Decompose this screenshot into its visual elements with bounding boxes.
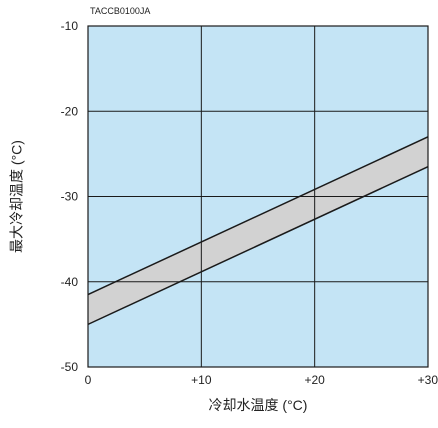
lower-bound-line [87,165,429,326]
x-tick-label: +20 [304,373,325,387]
temperature-band [88,136,428,325]
x-tick-label: 0 [85,373,92,387]
x-tick-label: +30 [418,373,438,387]
y-tick-label: -30 [61,190,79,204]
grid-lines [88,26,428,367]
x-tick-labels: 0 +10 +20 +30 [85,373,438,387]
y-tick-label: -10 [61,19,79,33]
y-tick-label: -20 [61,104,79,118]
y-tick-label: -40 [61,275,79,289]
y-axis-label: 最大冷却温度 (°C) [9,140,25,253]
y-tick-labels: -10 -20 -30 -40 -50 [61,19,79,374]
chart-code-label: TACCB0100JA [90,6,150,16]
x-axis-label: 冷却水温度 (°C) [209,397,308,413]
plot-frame [87,25,429,368]
x-tick-label: +10 [191,373,212,387]
upper-bound-line [87,136,429,296]
y-tick-label: -50 [61,360,79,374]
